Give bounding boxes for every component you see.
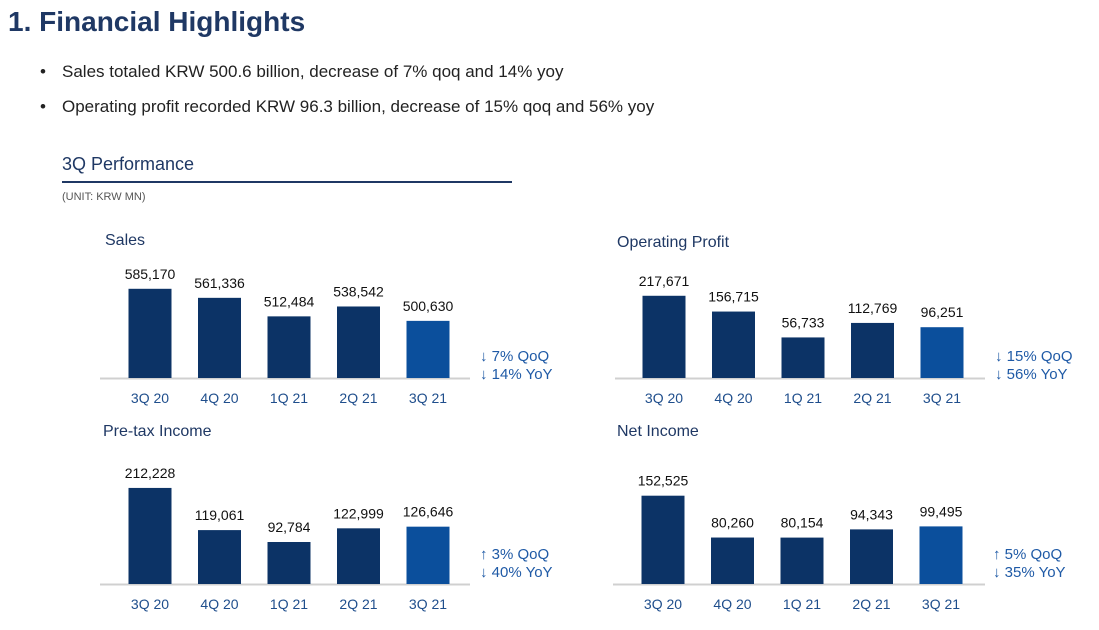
bullet-icon: • — [40, 97, 46, 116]
bar-2q-21 — [851, 322, 894, 378]
bar-3q-20 — [128, 288, 172, 378]
change-summary-pretax-income: ↑ 3% QoQ ↓ 40% YoY — [480, 546, 553, 582]
bar-4q-20 — [198, 530, 241, 584]
bullet-icon: • — [40, 62, 46, 81]
bar-1q-21 — [781, 337, 825, 378]
change-summary-sales: ↓ 7% QoQ ↓ 14% YoY — [480, 348, 553, 384]
bar-3q-20 — [641, 495, 685, 584]
data-label: 122,999 — [333, 505, 384, 521]
chart-title-net-income: Net Income — [617, 423, 699, 440]
section-divider — [62, 181, 512, 183]
x-tick-label: 1Q 21 — [784, 390, 822, 406]
data-label: 99,495 — [920, 503, 963, 519]
data-label: 119,061 — [195, 507, 245, 523]
unit-label: (UNIT: KRW MN) — [62, 191, 146, 203]
data-label: 217,671 — [639, 273, 690, 289]
qoq-change: ↓ 15% QoQ — [995, 348, 1073, 365]
x-tick-label: 1Q 21 — [270, 390, 308, 406]
x-tick-label: 3Q 21 — [922, 596, 960, 612]
chart-title-sales: Sales — [105, 232, 146, 249]
bar-3q-21 — [919, 526, 963, 584]
data-label: 56,733 — [782, 314, 825, 330]
x-tick-label: 4Q 20 — [713, 596, 751, 612]
bar-1q-21 — [267, 316, 311, 378]
data-label: 538,542 — [333, 283, 384, 299]
x-tick-label: 3Q 21 — [409, 596, 447, 612]
bar-2q-21 — [337, 306, 380, 378]
data-label: 80,260 — [711, 515, 754, 531]
bullet-text: Operating profit recorded KRW 96.3 billi… — [62, 97, 655, 116]
data-label: 512,484 — [264, 293, 315, 309]
yoy-change: ↓ 35% YoY — [993, 564, 1066, 581]
bullet-item: • Sales totaled KRW 500.6 billion, decrea… — [40, 62, 564, 82]
x-tick-label: 2Q 21 — [852, 596, 890, 612]
bar-3q-21 — [406, 526, 450, 584]
bar-1q-21 — [267, 541, 311, 584]
bar-3q-21 — [406, 320, 450, 378]
bullet-text: Sales totaled KRW 500.6 billion, decreas… — [62, 62, 564, 81]
qoq-change: ↑ 5% QoQ — [993, 546, 1063, 563]
data-label: 212,228 — [125, 465, 176, 481]
data-label: 500,630 — [403, 298, 454, 314]
data-label: 112,769 — [848, 300, 898, 316]
x-tick-label: 4Q 20 — [200, 596, 238, 612]
bar-4q-20 — [712, 311, 755, 378]
data-label: 585,170 — [125, 266, 176, 282]
chart-title-pretax-income: Pre-tax Income — [103, 423, 212, 440]
x-tick-label: 3Q 20 — [131, 390, 169, 406]
x-tick-label: 4Q 20 — [200, 390, 238, 406]
bar-4q-20 — [711, 537, 754, 584]
data-label: 152,525 — [638, 473, 689, 489]
x-tick-label: 1Q 21 — [783, 596, 821, 612]
x-tick-label: 3Q 21 — [409, 390, 447, 406]
x-tick-label: 3Q 20 — [645, 390, 683, 406]
qoq-change: ↑ 3% QoQ — [480, 546, 550, 563]
change-summary-net-income: ↑ 5% QoQ ↓ 35% YoY — [993, 546, 1066, 582]
yoy-change: ↓ 40% YoY — [480, 564, 553, 581]
section-title: 3Q Performance — [62, 154, 195, 174]
change-summary-operating-profit: ↓ 15% QoQ ↓ 56% YoY — [995, 348, 1073, 384]
bar-3q-20 — [128, 487, 172, 584]
yoy-change: ↓ 14% YoY — [480, 366, 553, 383]
data-label: 94,343 — [850, 506, 893, 522]
bar-1q-21 — [780, 537, 824, 584]
data-label: 561,336 — [194, 275, 245, 291]
data-label: 126,646 — [403, 504, 454, 520]
bar-3q-20 — [642, 295, 686, 378]
x-tick-label: 3Q 20 — [644, 596, 682, 612]
bar-4q-20 — [198, 297, 241, 378]
x-tick-label: 2Q 21 — [339, 390, 377, 406]
bar-3q-21 — [920, 327, 964, 378]
bar-2q-21 — [337, 528, 380, 584]
data-label: 96,251 — [921, 304, 964, 320]
x-tick-label: 1Q 21 — [270, 596, 308, 612]
x-tick-label: 3Q 20 — [131, 596, 169, 612]
x-tick-label: 2Q 21 — [853, 390, 891, 406]
data-label: 156,715 — [708, 289, 759, 305]
data-label: 92,784 — [268, 519, 311, 535]
x-tick-label: 3Q 21 — [923, 390, 961, 406]
qoq-change: ↓ 7% QoQ — [480, 348, 550, 365]
x-tick-label: 2Q 21 — [339, 596, 377, 612]
bullet-item: • Operating profit recorded KRW 96.3 bill… — [40, 97, 654, 117]
bar-2q-21 — [850, 529, 893, 584]
page-title: 1. Financial Highlights — [8, 6, 306, 37]
x-tick-label: 4Q 20 — [714, 390, 752, 406]
yoy-change: ↓ 56% YoY — [995, 366, 1068, 383]
chart-title-operating-profit: Operating Profit — [617, 234, 730, 251]
data-label: 80,154 — [781, 515, 824, 531]
